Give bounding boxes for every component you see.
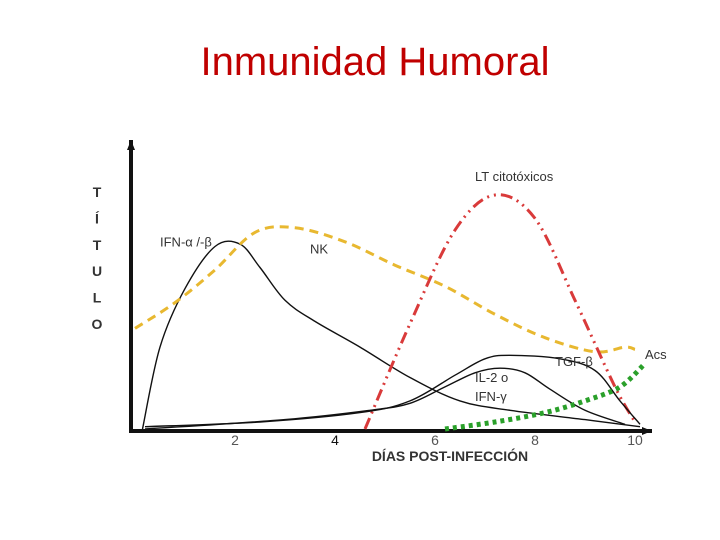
series-label: NK [310, 242, 328, 257]
y-axis-title-letter: L [93, 290, 102, 306]
y-axis-title-letter: T [93, 237, 102, 253]
y-axis-title-letter: U [92, 263, 102, 279]
y-axis-title-letter: O [92, 316, 103, 332]
series-label: TGF-β [555, 354, 593, 369]
x-tick-label: 2 [231, 432, 239, 448]
series-group [134, 193, 647, 432]
series-line-lt [363, 193, 637, 430]
y-axis-title-letter: Í [95, 210, 100, 226]
series-label: IFN-γ [475, 389, 507, 404]
series-line-ifn [141, 240, 641, 430]
x-tick-label: 10 [627, 432, 643, 448]
series-label: Acs [645, 347, 667, 362]
series-line-acs [444, 361, 647, 432]
series-label: IFN-α /-β [160, 235, 212, 250]
slide-title: Inmunidad Humoral [200, 40, 550, 84]
x-tick-label: 4 [331, 432, 339, 448]
y-axis-title-letter: T [93, 184, 102, 200]
series-label: LT citotóxicos [475, 169, 554, 184]
series-labels: LT citotóxicos NK IFN-α /-β TGF-β Acs IL-2 o I… [160, 169, 667, 404]
series-line-nk [134, 225, 636, 354]
x-tick-label: 8 [531, 432, 539, 448]
x-axis-title: DÍAS POST-INFECCIÓN [372, 447, 528, 464]
x-tick-label: 6 [431, 432, 439, 448]
tick-labels: 2 4 6 8 10 [231, 432, 643, 448]
series-label: IL-2 o [475, 370, 508, 385]
series-line-il2 [144, 367, 626, 430]
